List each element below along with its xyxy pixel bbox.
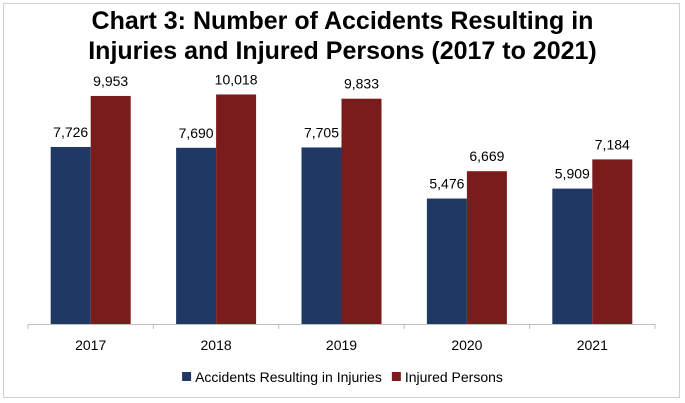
x-tick-label-2018: 2018	[201, 337, 232, 353]
data-label-accidents-2019: 7,705	[304, 124, 339, 140]
legend-label-accidents: Accidents Resulting in Injuries	[195, 369, 382, 385]
data-label-injured-2021: 7,184	[595, 136, 630, 152]
bar-accidents-2019	[301, 147, 342, 324]
x-tick-label-2021: 2021	[577, 337, 608, 353]
data-label-accidents-2020: 5,476	[429, 176, 464, 192]
data-label-accidents-2021: 5,909	[555, 166, 590, 182]
bar-injured-2018	[216, 94, 257, 324]
data-label-injured-2020: 6,669	[469, 148, 504, 164]
chart-title-line-1: Chart 3: Number of Accidents Resulting i…	[91, 7, 594, 35]
data-label-accidents-2017: 7,726	[53, 124, 88, 140]
bar-injured-2021	[592, 159, 633, 324]
x-tick-label-2020: 2020	[451, 337, 482, 353]
bar-accidents-2020	[426, 198, 467, 324]
legend-label-injured: Injured Persons	[405, 369, 503, 385]
data-label-injured-2019: 9,833	[344, 76, 379, 92]
bar-injured-2017	[90, 95, 131, 324]
legend-swatch-injured	[391, 372, 401, 381]
bar-injured-2020	[466, 171, 507, 324]
x-tick-label-2017: 2017	[75, 337, 106, 353]
chart-title-line-2: Injuries and Injured Persons (2017 to 20…	[88, 37, 597, 65]
bar-accidents-2021	[552, 188, 593, 324]
data-label-injured-2017: 9,953	[93, 73, 128, 89]
data-label-injured-2018: 10,018	[215, 71, 258, 87]
chart-title: Chart 3: Number of Accidents Resulting i…	[0, 6, 685, 66]
data-label-accidents-2018: 7,690	[179, 125, 214, 141]
legend-swatch-accidents	[182, 372, 192, 381]
bar-accidents-2017	[50, 146, 91, 324]
bar-accidents-2018	[176, 147, 217, 324]
x-tick-label-2019: 2019	[326, 337, 357, 353]
bar-injured-2019	[341, 98, 382, 324]
